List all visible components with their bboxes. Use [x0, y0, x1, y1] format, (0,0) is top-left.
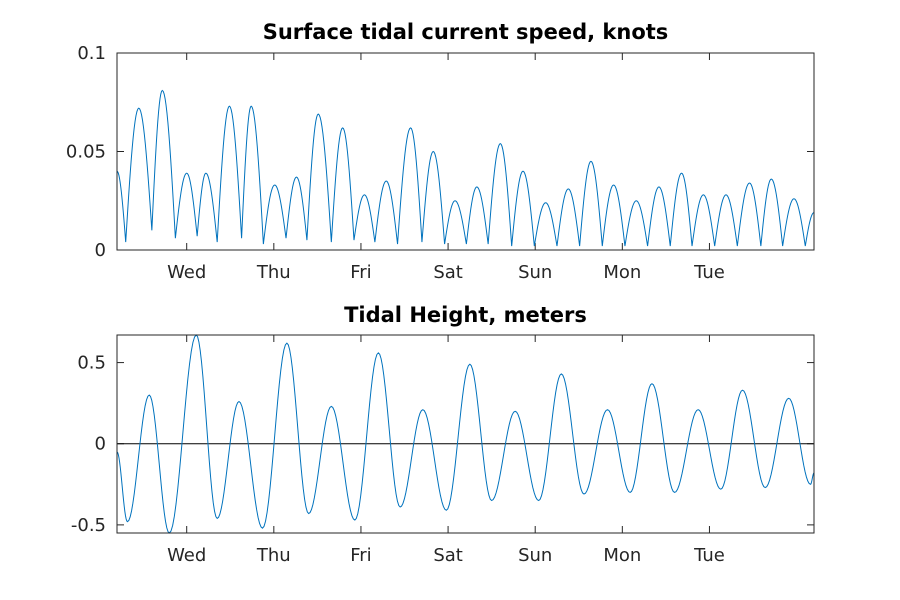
y-tick-label: 0.5 — [77, 353, 106, 374]
plot-area — [116, 334, 815, 534]
y-tick-label: 0.1 — [77, 43, 106, 64]
y-tick-label: -0.5 — [71, 515, 106, 536]
y-tick-label: 0 — [95, 240, 106, 261]
x-tick-label: Thu — [256, 262, 291, 283]
series-line — [116, 89, 815, 247]
x-tick-label: Mon — [603, 545, 641, 566]
plot-area — [116, 52, 815, 251]
axes-border — [116, 334, 815, 534]
x-tick-label: Wed — [167, 545, 206, 566]
x-tick-label: Sun — [518, 545, 552, 566]
x-tick-label: Wed — [167, 262, 206, 283]
y-tick-label: 0 — [95, 434, 106, 455]
series-line — [116, 334, 815, 534]
chart-title: Tidal Height, meters — [344, 303, 587, 327]
tidal-height-chart: Tidal Height, meters -0.5 0 0.5 Wed Thu Fri Sat… — [71, 303, 815, 566]
current-speed-chart: Surface tidal current speed, knots 0 0.05 0… — [66, 20, 815, 283]
y-tick-label: 0.05 — [66, 142, 106, 163]
axes-border — [116, 52, 815, 251]
x-tick-label: Thu — [256, 545, 291, 566]
x-tick-label: Sat — [433, 545, 463, 566]
x-tick-label: Tue — [693, 262, 725, 283]
x-tick-label: Tue — [693, 545, 725, 566]
chart-title: Surface tidal current speed, knots — [263, 20, 669, 44]
x-tick-label: Sun — [518, 262, 552, 283]
x-tick-label: Fri — [350, 545, 371, 566]
x-tick-label: Fri — [350, 262, 371, 283]
x-tick-label: Mon — [603, 262, 641, 283]
x-tick-label: Sat — [433, 262, 463, 283]
